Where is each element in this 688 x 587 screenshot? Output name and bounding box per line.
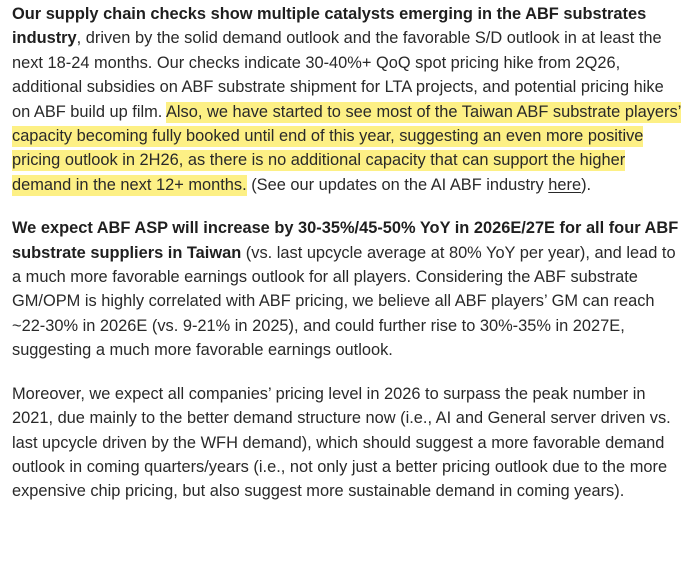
here-link[interactable]: here <box>548 175 582 194</box>
body-text: (vs. last upcycle average at 80% YoY per… <box>12 243 676 360</box>
paragraph-pricing-level: Moreover, we expect all companies’ prici… <box>12 382 682 504</box>
closing-text: ). <box>581 175 592 194</box>
lead-sentence: We expect ABF ASP will increase by 30-35… <box>12 219 679 262</box>
article-body: Our supply chain checks show multiple ca… <box>12 2 682 504</box>
body-text: , driven by the solid demand outlook and… <box>12 29 664 121</box>
body-text: Moreover, we expect all companies’ prici… <box>12 384 671 501</box>
paragraph-asp-outlook: We expect ABF ASP will increase by 30-35… <box>12 216 682 362</box>
paragraph-supply-chain: Our supply chain checks show multiple ca… <box>12 2 682 197</box>
see-updates-text: (See our updates on the AI ABF industry <box>251 175 544 194</box>
lead-sentence: Our supply chain checks show multiple ca… <box>12 5 647 48</box>
